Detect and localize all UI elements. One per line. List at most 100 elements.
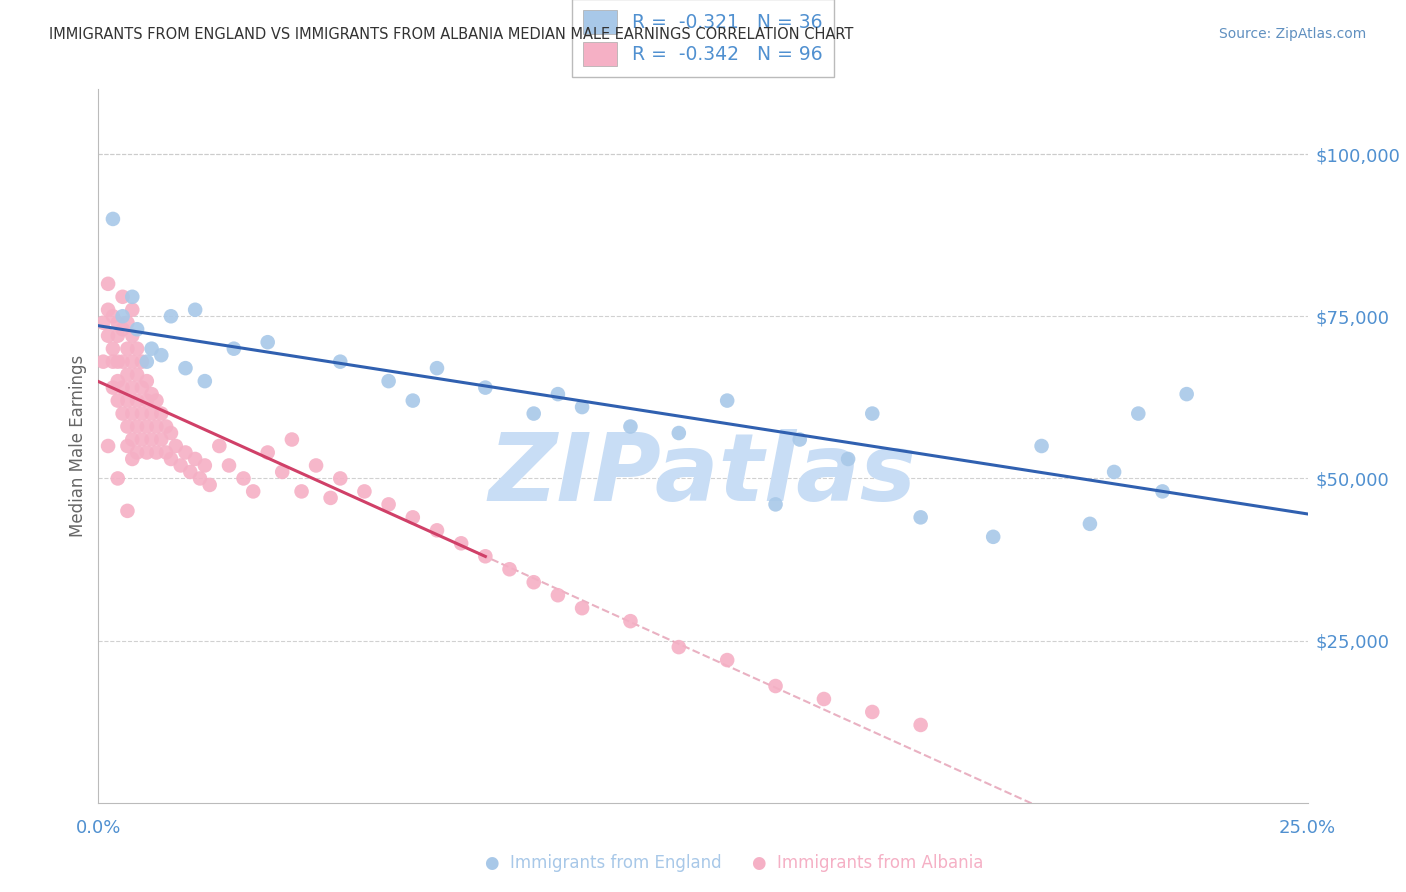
Point [121,302,143,317]
Point [426,361,449,376]
Point [121,452,143,467]
Point [256,335,278,350]
Point [101,211,124,226]
Point [107,393,129,408]
Point [101,342,124,356]
Point [107,374,129,388]
Point [174,445,197,459]
Point [981,530,1004,544]
Point [179,465,201,479]
Point [127,368,149,382]
Point [135,393,157,408]
Point [117,316,139,330]
Point [523,407,546,421]
Point [111,354,134,368]
Point [121,354,143,368]
Point [208,439,231,453]
Point [127,393,149,408]
Point [232,471,254,485]
Point [198,478,221,492]
Point [765,497,787,511]
Point [145,445,167,459]
Point [402,393,425,408]
Point [111,322,134,336]
Point [547,588,569,602]
Point [117,393,139,408]
Point [101,310,124,324]
Point [242,484,264,499]
Point [111,381,134,395]
Point [111,407,134,421]
Point [117,504,139,518]
Point [111,290,134,304]
Point [402,510,425,524]
Y-axis label: Median Male Earnings: Median Male Earnings [69,355,87,537]
Point [716,653,738,667]
Point [789,433,811,447]
Text: ●  Immigrants from England: ● Immigrants from England [485,855,721,872]
Point [150,433,173,447]
Text: Source: ZipAtlas.com: Source: ZipAtlas.com [1219,27,1367,41]
Point [117,419,139,434]
Point [141,433,163,447]
Point [145,393,167,408]
Point [305,458,328,473]
Point [121,381,143,395]
Text: ZIPatlas: ZIPatlas [489,428,917,521]
Point [271,465,294,479]
Point [329,354,352,368]
Point [131,433,153,447]
Point [188,471,211,485]
Point [184,452,207,467]
Point [668,425,690,440]
Point [135,354,157,368]
Point [450,536,472,550]
Point [107,316,129,330]
Point [160,452,183,467]
Point [101,354,124,368]
Point [571,400,593,414]
Point [97,277,120,291]
Point [329,471,352,485]
Point [111,310,134,324]
Point [127,445,149,459]
Point [194,374,217,388]
Point [150,407,173,421]
Point [256,445,278,459]
Point [571,601,593,615]
Point [131,354,153,368]
Point [353,484,375,499]
Point [474,549,496,564]
Point [121,290,143,304]
Point [121,328,143,343]
Point [135,374,157,388]
Point [135,445,157,459]
Point [813,692,835,706]
Point [169,458,191,473]
Point [837,452,859,467]
Point [281,433,304,447]
Point [141,387,163,401]
Point [131,407,153,421]
Point [91,354,114,368]
Point [668,640,690,654]
Point [426,524,449,538]
Point [290,484,312,499]
Point [135,419,157,434]
Point [97,439,120,453]
Point [160,310,183,324]
Point [319,491,342,505]
Point [160,425,183,440]
Point [474,381,496,395]
Point [1031,439,1053,453]
Point [716,393,738,408]
Point [218,458,240,473]
Text: ●  Immigrants from Albania: ● Immigrants from Albania [752,855,984,872]
Point [145,419,167,434]
Point [131,381,153,395]
Text: IMMIGRANTS FROM ENGLAND VS IMMIGRANTS FROM ALBANIA MEDIAN MALE EARNINGS CORRELAT: IMMIGRANTS FROM ENGLAND VS IMMIGRANTS FR… [49,27,853,42]
Point [910,510,932,524]
Point [1078,516,1101,531]
Point [547,387,569,401]
Point [619,614,641,628]
